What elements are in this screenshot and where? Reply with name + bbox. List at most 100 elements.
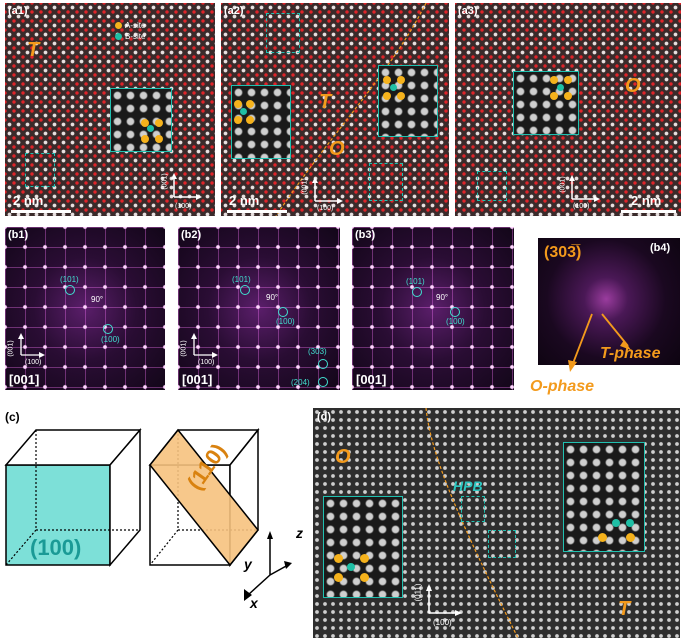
- b-site-dot: [390, 84, 397, 91]
- axis-horizontal-label: (100): [317, 205, 334, 212]
- spot-ring: [65, 285, 75, 295]
- a-site-dot: [141, 119, 149, 127]
- panel-label: (a1): [8, 5, 28, 17]
- b-site-dot: [626, 519, 634, 527]
- source-box: [488, 530, 516, 558]
- b-site-dot: [147, 125, 154, 132]
- legend-a-site: A-site: [115, 21, 145, 30]
- scale-label: 2 nm: [13, 193, 44, 208]
- fft-spots: [178, 227, 340, 390]
- phase-boundary-line: [425, 408, 519, 638]
- t-phase-label: T-phase: [600, 345, 661, 362]
- a-site-dot: [115, 22, 122, 29]
- a-site-dot: [334, 554, 343, 563]
- scale-bar: [227, 210, 287, 213]
- a-site-dot: [397, 76, 405, 84]
- scale-bar: [11, 210, 71, 213]
- legend-a-label: A-site: [125, 21, 146, 30]
- phase-t-label: T: [319, 91, 332, 113]
- axis-vertical-label: (001): [161, 173, 169, 190]
- angle-label: 90°: [266, 293, 279, 302]
- phase-boundary-line: [275, 3, 427, 216]
- spot-ring: [103, 324, 113, 334]
- a-site-dot: [246, 116, 254, 124]
- a-site-dot: [383, 92, 391, 100]
- panel-b4: (b4) (303̅): [538, 238, 680, 365]
- a-site-dot: [234, 116, 242, 124]
- axis-arrows-icon: [171, 173, 202, 200]
- a-site-dot: [360, 554, 369, 563]
- spot-ring: [318, 359, 328, 369]
- source-box: [369, 163, 403, 201]
- spot-label: (100): [276, 317, 295, 326]
- panel-label: (c): [5, 410, 20, 424]
- b-site-dot: [557, 84, 564, 91]
- phase-o-label: O: [329, 138, 345, 160]
- source-box: [461, 496, 485, 522]
- axis-horizontal-label: (100): [175, 203, 192, 210]
- phase-label: O: [625, 75, 641, 97]
- axis-vertical-label: (001): [559, 176, 567, 193]
- a-site-dot: [155, 119, 163, 127]
- axis-horizontal-label: (100): [433, 618, 452, 627]
- b-site-dot: [115, 33, 122, 40]
- spot-index-label: (303̅): [544, 244, 582, 261]
- zone-axis-label: [001]: [182, 372, 213, 387]
- b-site-dot: [347, 563, 355, 571]
- panel-b2: (b2) (101) (100) 90° (303) (204) (001) (…: [178, 227, 340, 390]
- zoom-inset: [513, 71, 579, 135]
- zoom-inset-right: [378, 65, 438, 137]
- legend-b-site: B-site: [115, 32, 145, 41]
- zoom-inset-left: [323, 496, 403, 598]
- spot-label: (100): [446, 317, 465, 326]
- spot-ring: [278, 307, 288, 317]
- axis-x-label: x: [250, 595, 258, 611]
- a-site-dot: [598, 533, 607, 542]
- b4-arrows: [568, 313, 631, 372]
- axis-y-label: y: [244, 556, 252, 572]
- axis-vertical-label: (011): [413, 583, 423, 602]
- a-site-dot: [155, 135, 163, 143]
- spot-label: (100): [101, 335, 120, 344]
- panel-label: (b2): [181, 229, 202, 241]
- fft-spots: [5, 227, 165, 390]
- zone-axis-label: [001]: [356, 372, 387, 387]
- panel-d: (d) O T HPB (011) (100): [313, 408, 680, 638]
- a-site-dot: [550, 92, 558, 100]
- a-site-dot: [564, 76, 572, 84]
- panel-a1: (a1) T A-site B-site 2 nm (001) (100): [5, 3, 215, 216]
- axis-arrows-icon: [191, 333, 218, 358]
- spot-label: (101): [232, 275, 251, 284]
- panel-b3: (b3) (101) (100) 90° [001]: [352, 227, 514, 390]
- scale-label: 2 nm: [631, 193, 662, 208]
- panel-label: (a2): [224, 5, 244, 17]
- axis-vertical-label: (001): [301, 178, 309, 195]
- spot-label: (303): [308, 347, 327, 356]
- phase-t-label: T: [618, 598, 631, 620]
- panel-label: (d): [317, 411, 332, 423]
- hpb-label: HPB: [453, 478, 483, 494]
- source-box: [266, 13, 300, 53]
- a-site-dot: [141, 135, 149, 143]
- spot-ring: [450, 307, 460, 317]
- panel-label: (b3): [355, 229, 376, 241]
- spot-label: (101): [406, 277, 425, 286]
- panel-label: (a3): [458, 5, 478, 17]
- panel-a2: (a2) T O 2 nm (001) (100): [221, 3, 449, 216]
- phase-label: T: [27, 39, 40, 61]
- a-site-dot: [383, 76, 391, 84]
- panel-b1: (b1) (101) (100) 90° (001) (100) [001]: [5, 227, 165, 390]
- a-site-dot: [397, 92, 405, 100]
- legend-b-label: B-site: [125, 32, 146, 41]
- b-site-dot: [240, 108, 247, 115]
- crystal-planes-diagram: [4, 427, 292, 601]
- zoom-inset: [110, 88, 172, 152]
- scale-bar: [621, 210, 676, 213]
- face-100-label: (100): [30, 535, 82, 560]
- a-site-dot: [550, 76, 558, 84]
- spot-ring: [412, 287, 422, 297]
- legend: A-site B-site: [115, 21, 145, 41]
- axis-arrows-icon: [312, 177, 343, 204]
- spot-ring: [318, 377, 328, 387]
- spot-label: (101): [60, 275, 79, 284]
